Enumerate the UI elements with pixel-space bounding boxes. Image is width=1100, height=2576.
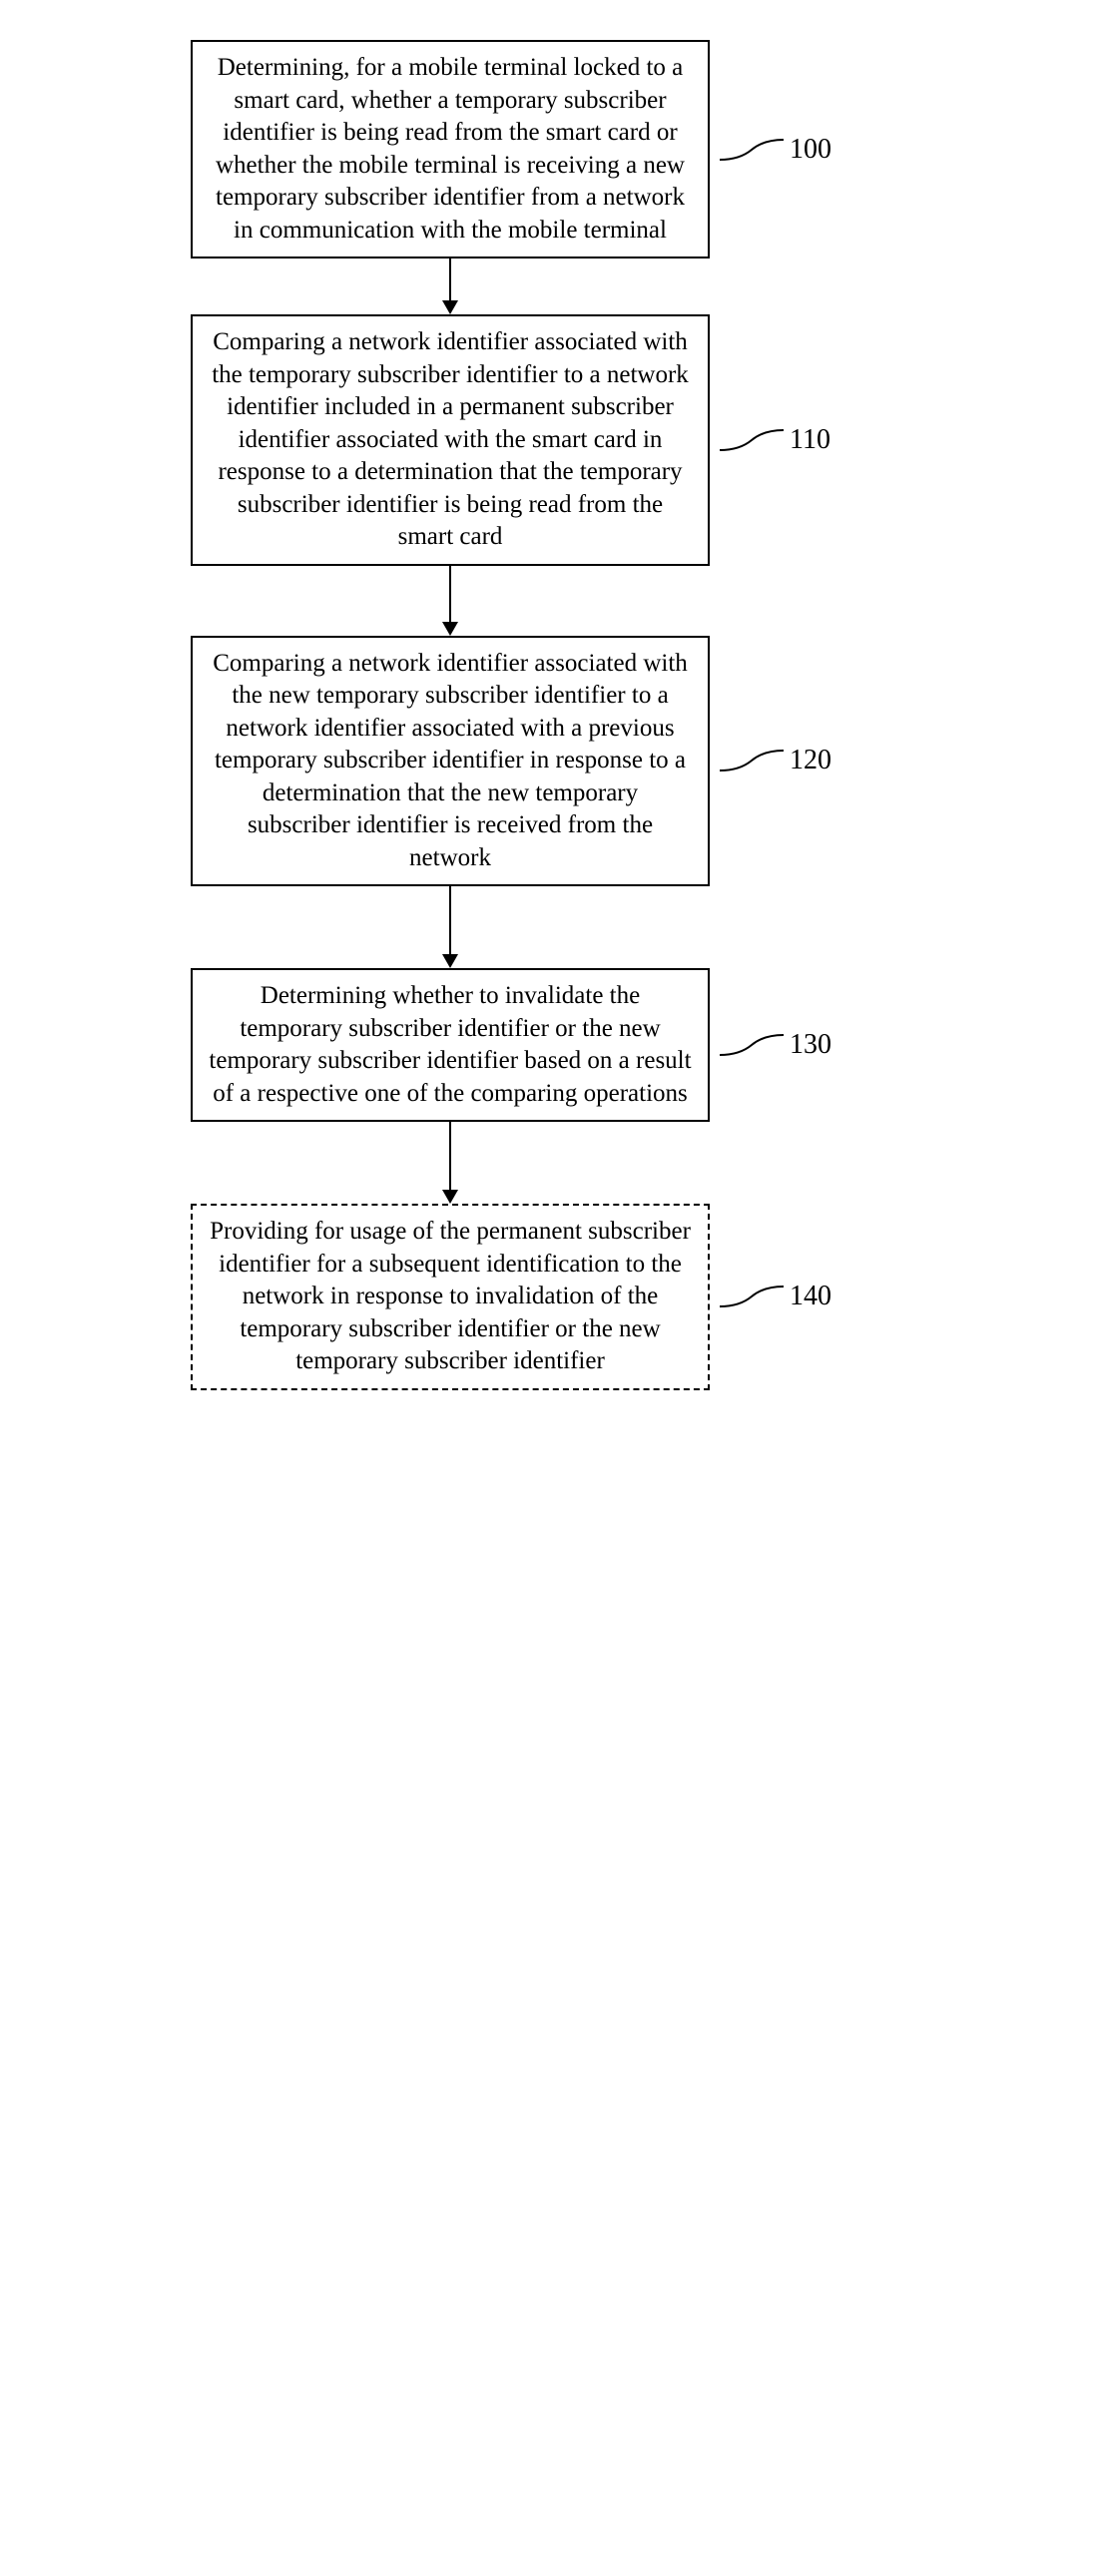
arrow-wrap [191,258,710,314]
flow-box-text: Providing for usage of the permanent sub… [210,1218,691,1374]
arrow-down-icon [440,1122,460,1204]
flow-box-110: Comparing a network identifier associate… [191,314,710,566]
leader-line-icon [720,1279,784,1314]
flow-label: 110 [790,424,830,456]
leader-line-icon [720,132,784,168]
flow-row: Providing for usage of the permanent sub… [191,1204,909,1390]
arrow-down-icon [440,258,460,314]
label-area: 140 [720,1279,831,1314]
label-area: 130 [720,1027,831,1063]
flow-row: Determining, for a mobile terminal locke… [191,40,909,258]
flow-box-text: Determining, for a mobile terminal locke… [216,54,685,244]
flowchart-container: Determining, for a mobile terminal locke… [191,40,909,1390]
flow-box-140: Providing for usage of the permanent sub… [191,1204,710,1390]
leader-line-icon [720,743,784,778]
flow-box-text: Comparing a network identifier associate… [213,650,688,871]
flow-box-text: Determining whether to invalidate the te… [209,982,691,1107]
flow-row: Comparing a network identifier associate… [191,314,909,566]
flow-label: 130 [790,1029,831,1061]
flow-row: Comparing a network identifier associate… [191,636,909,887]
flow-label: 140 [790,1281,831,1312]
flow-box-120: Comparing a network identifier associate… [191,636,710,887]
flow-row: Determining whether to invalidate the te… [191,968,909,1122]
flow-label: 100 [790,134,831,166]
flow-label: 120 [790,745,831,776]
leader-line-icon [720,422,784,458]
flow-box-text: Comparing a network identifier associate… [212,328,689,550]
arrow-wrap [191,1122,710,1204]
label-area: 120 [720,743,831,778]
arrow-down-icon [440,566,460,636]
label-area: 110 [720,422,830,458]
arrow-down-icon [440,886,460,968]
arrow-wrap [191,566,710,636]
arrow-wrap [191,886,710,968]
flow-box-100: Determining, for a mobile terminal locke… [191,40,710,258]
flow-box-130: Determining whether to invalidate the te… [191,968,710,1122]
leader-line-icon [720,1027,784,1063]
label-area: 100 [720,132,831,168]
